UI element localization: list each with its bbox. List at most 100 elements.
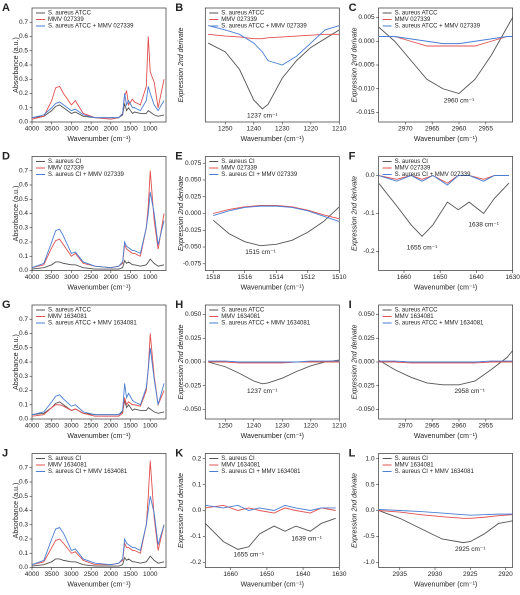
spectrum-line [31,170,165,269]
x-tick-label: 2500 [84,126,99,133]
peak-annotation: 1515 cm⁻¹ [245,249,276,256]
y-tick-label: 0.0 [19,564,28,571]
y-tick-label: 0.000 [185,359,202,366]
spectrum-line [205,504,336,514]
peak-annotation: 1639 cm⁻¹ [291,536,322,543]
spectrum-line [31,347,165,416]
panel: K 1660 1650 1640 1630 0.2 0.1 0.0 -0.1 -0.2 Wavenu… [175,447,347,588]
x-axis-label: Wavenumber (cm⁻¹) [67,433,130,440]
y-axis-label: Expression 2nd derivate [178,324,185,399]
legend-label: S. aureus CI + MMV 027339 [221,172,298,178]
y-tick-label: -0.1 [190,533,202,540]
y-tick-label: 0.2 [19,536,28,543]
legend-label: S. aureus CI [221,456,255,462]
y-tick-label: 0.3 [19,224,28,231]
x-tick-label: 1510 [332,274,347,281]
panel-letter: H [175,299,183,311]
panel: I 2970 2965 2960 2955 0.050 0.025 0.000 -0.025 -0… [349,299,513,440]
x-tick-label: 3500 [44,571,59,578]
x-tick-label: 1220 [304,423,319,430]
panel-letter: B [175,2,183,14]
spectrum-line [378,350,513,386]
y-tick-label: -0.015 [356,109,375,116]
spectrum-line [208,359,340,385]
y-axis-label: Absorbance (a.u.) [13,37,20,93]
peak-annotation: 2958 cm⁻¹ [454,388,485,395]
y-tick-label: 0.000 [358,38,375,45]
x-tick-label: 2000 [104,126,119,133]
x-axis-label: Wavenumber (cm⁻¹) [414,433,477,440]
x-axis-label: Wavenumber (cm⁻¹) [414,581,477,588]
x-axis-label: Wavenumber (cm⁻¹) [241,581,304,588]
y-tick-label: 0.2 [19,90,28,97]
legend-label: MMV 027339 [221,166,257,172]
legend-label: S. aureus ATCC [395,308,439,314]
legend-label: S. aureus ATCC + MMV 027339 [395,24,481,30]
panel-letter: C [349,2,357,14]
x-axis-label: Wavenumber (cm⁻¹) [241,284,304,291]
spectrum-line [31,86,165,119]
spectrum-line [31,460,165,566]
legend-label: S. aureus ATCC [221,11,265,17]
x-tick-label: 1500 [123,274,138,281]
y-tick-label: 0.1 [192,481,201,488]
x-tick-label: 4000 [25,126,40,133]
x-tick-label: 3000 [64,126,79,133]
y-tick-label: -0.075 [183,261,202,268]
x-tick-label: 1650 [260,571,275,578]
peak-annotation: 1655 cm⁻¹ [233,551,264,558]
x-tick-label: 1500 [123,126,138,133]
x-tick-label: 1250 [218,423,233,430]
y-axis-label: Absorbance (a.u.) [13,334,20,390]
x-tick-label: 2500 [84,274,99,281]
x-tick-label: 3500 [44,126,59,133]
y-tick-label: -0.025 [183,382,202,389]
y-tick-label: -0.2 [190,559,202,566]
spectrum-line [378,182,510,237]
legend-label: S. aureus ATCC + MMV 027339 [221,24,307,30]
x-tick-label: 4000 [25,274,40,281]
spectrum-line [378,175,509,184]
y-tick-label: 0.000 [358,359,375,366]
legend-label: MMV 1634081 [48,463,88,469]
peak-annotation: 1237 cm⁻¹ [247,113,278,120]
y-tick-label: 0.0 [19,119,28,126]
y-tick-label: 0.4 [19,62,28,69]
y-tick-label: 0.0 [19,267,28,274]
x-axis-label: Wavenumber (cm⁻¹) [67,581,130,588]
y-axis-label: Absorbance (a.u.) [13,483,20,539]
legend-label: S. aureus ATCC + MMV 027339 [48,24,134,30]
y-axis-label: Expression 2nd derivate [351,176,358,251]
y-tick-label: 0.0 [366,507,375,514]
y-tick-label: 0.7 [19,167,28,174]
legend-label: MMV 027339 [395,166,431,172]
panel-letter: G [2,299,11,311]
spectrum-line [31,496,165,566]
y-tick-label: 0.1 [19,550,28,557]
y-tick-label: 0.5 [19,196,28,203]
x-tick-label: 1230 [275,126,290,133]
panel: C 2970 2965 2960 2955 0.005 0.000 -0.005 -0.010 -… [349,2,513,143]
spectrum-line [31,333,165,417]
y-tick-label: 0.6 [19,33,28,40]
y-tick-label: 0.7 [19,316,28,323]
legend-label: S. aureus ATCC [48,308,92,314]
legend-label: S. aureus CI [221,159,255,165]
x-tick-label: 2500 [84,571,99,578]
x-tick-label: 1000 [143,423,158,430]
y-tick-label: -0.2 [363,248,375,255]
legend-label: MMV 027339 [395,17,431,23]
spectrum-line [208,33,340,40]
x-axis-label: Wavenumber (cm⁻¹) [67,284,130,291]
legend-label: MMV 1634081 [221,314,261,320]
y-tick-label: -0.050 [183,244,202,251]
spectrum-line [212,206,340,247]
y-tick-label: 0.2 [19,239,28,246]
legend-label: MMV 027339 [221,17,257,23]
x-tick-label: 2955 [479,126,494,133]
x-tick-label: 2965 [425,126,440,133]
y-tick-label: 0.005 [358,14,375,21]
spectrum-line [378,510,513,544]
x-tick-label: 1640 [296,571,311,578]
x-tick-label: 1640 [469,274,484,281]
